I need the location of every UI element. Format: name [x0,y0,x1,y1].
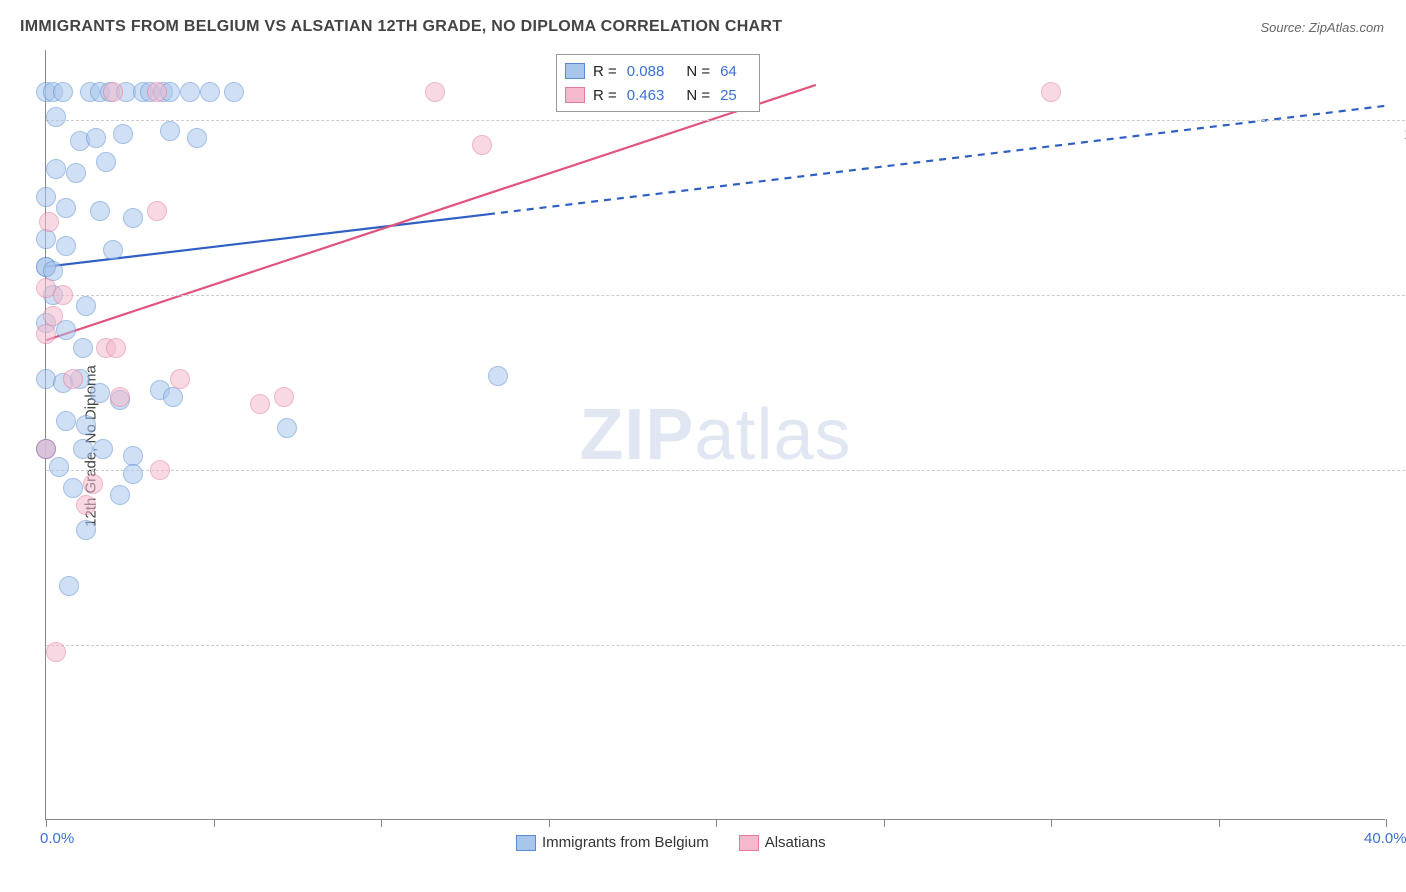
data-point [36,229,56,249]
data-point [96,152,116,172]
data-point [110,485,130,505]
data-point [274,387,294,407]
gridline [46,470,1405,471]
data-point [56,198,76,218]
data-point [56,411,76,431]
data-point [1041,82,1061,102]
data-point [103,82,123,102]
data-point [123,464,143,484]
legend-label: Alsatians [765,834,826,851]
x-tick [716,819,717,827]
legend-stats: R = 0.088 N = 64 R = 0.463 N = 25 [556,54,760,112]
data-point [46,642,66,662]
y-tick-label: 85.0% [1395,651,1406,668]
watermark: ZIPatlas [579,394,851,476]
legend-series: Immigrants from Belgium Alsatians [516,834,826,851]
legend-R-label: R = [593,63,617,80]
data-point [488,366,508,386]
chart-title: IMMIGRANTS FROM BELGIUM VS ALSATIAN 12TH… [20,18,782,36]
data-point [66,163,86,183]
data-point [224,82,244,102]
data-point [49,457,69,477]
x-tick [1219,819,1220,827]
data-point [103,240,123,260]
x-tick [214,819,215,827]
data-point [93,439,113,459]
data-point [123,208,143,228]
data-point [86,128,106,148]
legend-stat-row: R = 0.463 N = 25 [565,83,751,107]
legend-swatch [516,835,536,851]
data-point [90,383,110,403]
data-point [59,576,79,596]
legend-N-label: N = [686,63,710,80]
gridline [46,295,1405,296]
legend-N-value: 64 [720,63,737,80]
legend-stat-row: R = 0.088 N = 64 [565,59,751,83]
legend-swatch [565,87,585,103]
legend-N-label: N = [686,87,710,104]
data-point [36,187,56,207]
plot-area: ZIPatlas R =0.088N =64R =0.463N =25 Immi… [45,50,1385,820]
x-tick-label: 40.0% [1364,830,1406,847]
x-tick [1051,819,1052,827]
data-point [277,418,297,438]
source-label: Source: ZipAtlas.com [1260,20,1384,35]
data-point [36,324,56,344]
data-point [150,460,170,480]
x-tick-label: 0.0% [40,830,74,847]
legend-N-value: 25 [720,87,737,104]
legend-R-value: 0.463 [627,87,665,104]
data-point [76,520,96,540]
data-point [76,415,96,435]
data-point [147,82,167,102]
data-point [472,135,492,155]
data-point [147,201,167,221]
data-point [250,394,270,414]
data-point [170,369,190,389]
data-point [83,474,103,494]
x-tick [1386,819,1387,827]
data-point [163,387,183,407]
data-point [110,387,130,407]
y-tick-label: 100.0% [1395,126,1406,143]
legend-R-value: 0.088 [627,63,665,80]
data-point [187,128,207,148]
y-tick-label: 95.0% [1395,301,1406,318]
gridline [46,645,1405,646]
data-point [106,338,126,358]
y-tick-label: 90.0% [1395,476,1406,493]
legend-R-label: R = [593,87,617,104]
data-point [76,495,96,515]
data-point [39,212,59,232]
data-point [56,236,76,256]
data-point [76,296,96,316]
x-tick [46,819,47,827]
legend-label: Immigrants from Belgium [542,834,709,851]
data-point [113,124,133,144]
x-tick [884,819,885,827]
x-tick [549,819,550,827]
data-point [90,201,110,221]
legend-item: Immigrants from Belgium [516,834,709,851]
gridline [46,120,1405,121]
data-point [200,82,220,102]
data-point [425,82,445,102]
data-point [63,478,83,498]
data-point [53,285,73,305]
data-point [46,107,66,127]
data-point [46,159,66,179]
data-point [73,338,93,358]
data-point [73,439,93,459]
x-tick [381,819,382,827]
legend-swatch [565,63,585,79]
data-point [160,121,180,141]
data-point [36,439,56,459]
data-point [63,369,83,389]
legend-swatch [739,835,759,851]
legend-item: Alsatians [739,834,826,851]
data-point [180,82,200,102]
data-point [53,82,73,102]
